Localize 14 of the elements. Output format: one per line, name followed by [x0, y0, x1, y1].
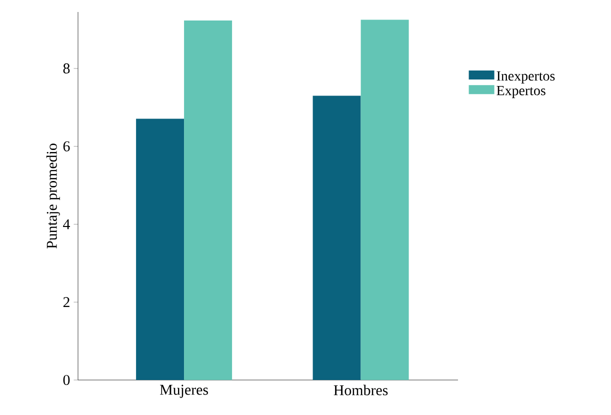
y-axis-title: Puntaje promedio	[46, 144, 60, 248]
bar	[184, 20, 232, 380]
y-tick-label: 8	[63, 63, 70, 74]
x-tick-label: Hombres	[334, 384, 388, 396]
x-tick-label: Mujeres	[160, 384, 208, 398]
y-tick-label: 2	[63, 297, 70, 308]
bar	[136, 118, 184, 380]
legend-label: Expertos	[496, 86, 546, 98]
y-tick-label: 6	[63, 141, 70, 152]
y-tick-label: 4	[63, 219, 70, 230]
bar	[360, 20, 409, 380]
bar	[312, 96, 361, 380]
legend-label: Inexpertos	[496, 71, 555, 84]
y-tick-label: 0	[63, 374, 70, 386]
